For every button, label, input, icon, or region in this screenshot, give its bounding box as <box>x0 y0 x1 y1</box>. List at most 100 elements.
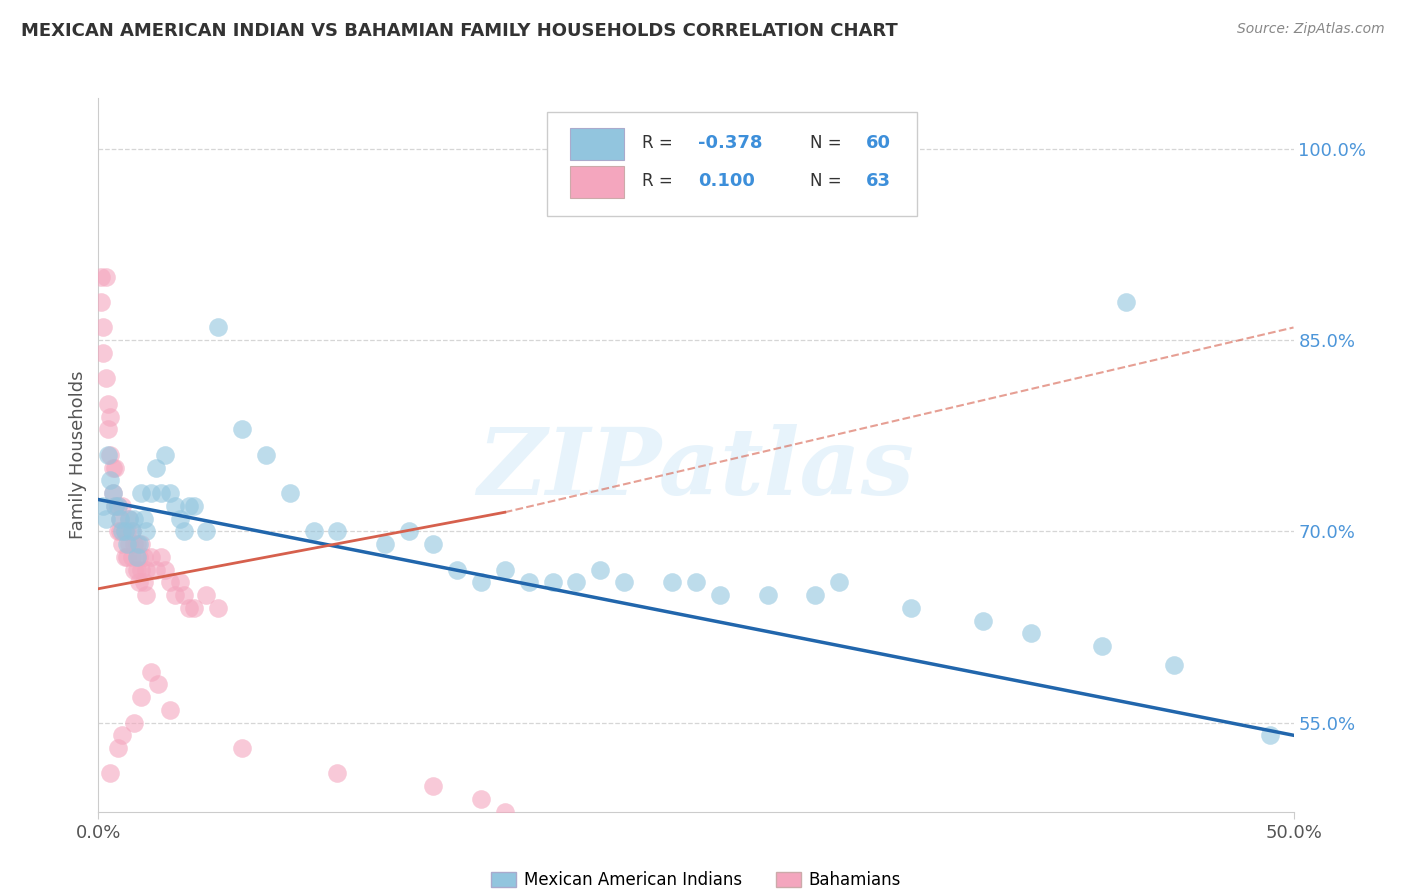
Point <box>118 537 141 551</box>
Point <box>115 549 138 564</box>
Point <box>135 563 157 577</box>
Point <box>124 563 146 577</box>
Text: Source: ZipAtlas.com: Source: ZipAtlas.com <box>1237 22 1385 37</box>
Point <box>145 563 167 577</box>
Point <box>163 588 186 602</box>
FancyBboxPatch shape <box>571 128 624 161</box>
Point <box>900 600 922 615</box>
Text: R =: R = <box>643 172 678 190</box>
Point <box>148 677 170 691</box>
Point <box>94 511 117 525</box>
Point <box>104 460 127 475</box>
Point <box>108 511 131 525</box>
Point <box>972 614 994 628</box>
Point <box>108 511 131 525</box>
Point <box>101 460 124 475</box>
Point <box>111 524 134 539</box>
Point <box>155 563 177 577</box>
Point <box>91 320 114 334</box>
Point <box>169 511 191 525</box>
Point <box>98 766 122 780</box>
Point <box>131 537 153 551</box>
Point <box>1019 626 1042 640</box>
Point <box>97 422 120 436</box>
Point <box>115 524 138 539</box>
Point <box>97 448 120 462</box>
Point <box>114 549 136 564</box>
Point <box>149 549 172 564</box>
Text: -0.378: -0.378 <box>699 134 763 152</box>
Point <box>114 524 136 539</box>
Point <box>101 486 124 500</box>
Point <box>398 524 420 539</box>
Point <box>107 499 129 513</box>
Point <box>111 537 134 551</box>
Point <box>254 448 277 462</box>
Point <box>159 486 181 500</box>
Point <box>98 448 122 462</box>
Point <box>128 575 150 590</box>
Point <box>139 665 162 679</box>
Point <box>111 499 134 513</box>
Point <box>128 549 150 564</box>
Point <box>121 549 143 564</box>
Point <box>101 486 124 500</box>
Point <box>541 575 564 590</box>
Point <box>98 474 122 488</box>
Point <box>194 524 217 539</box>
Point <box>135 588 157 602</box>
Point <box>131 690 153 704</box>
Point <box>613 575 636 590</box>
Point <box>183 600 205 615</box>
Point <box>470 792 492 806</box>
FancyBboxPatch shape <box>547 112 917 216</box>
Point <box>115 537 138 551</box>
Point <box>169 575 191 590</box>
Point <box>131 563 153 577</box>
Point <box>1115 295 1137 310</box>
Point <box>124 537 146 551</box>
Text: N =: N = <box>810 134 846 152</box>
Point <box>124 511 146 525</box>
Point <box>159 575 181 590</box>
Point <box>1163 658 1185 673</box>
Point <box>756 588 779 602</box>
Point <box>494 805 516 819</box>
Text: ZIPatlas: ZIPatlas <box>478 425 914 514</box>
Point <box>149 486 172 500</box>
Point <box>90 269 112 284</box>
Text: 63: 63 <box>866 172 890 190</box>
Point <box>278 486 301 500</box>
Point <box>121 524 143 539</box>
Point <box>589 563 612 577</box>
Point <box>422 779 444 793</box>
Point <box>118 511 141 525</box>
Point <box>446 563 468 577</box>
Point <box>128 537 150 551</box>
Point <box>183 499 205 513</box>
Text: 60: 60 <box>866 134 890 152</box>
Point <box>124 715 146 730</box>
Text: R =: R = <box>643 134 678 152</box>
Point <box>132 511 155 525</box>
Point <box>125 563 148 577</box>
Point <box>107 741 129 756</box>
Point <box>828 575 851 590</box>
Point <box>131 486 153 500</box>
Point <box>565 575 588 590</box>
Point <box>121 524 143 539</box>
Point <box>132 575 155 590</box>
Point <box>179 499 201 513</box>
Point <box>804 588 827 602</box>
Point <box>374 537 396 551</box>
Text: 0.100: 0.100 <box>699 172 755 190</box>
Point <box>125 537 148 551</box>
Point <box>231 741 253 756</box>
Point <box>326 524 349 539</box>
Point <box>207 600 229 615</box>
Point <box>139 486 162 500</box>
Point <box>139 549 162 564</box>
Point <box>661 575 683 590</box>
Point <box>118 511 141 525</box>
Point <box>709 588 731 602</box>
